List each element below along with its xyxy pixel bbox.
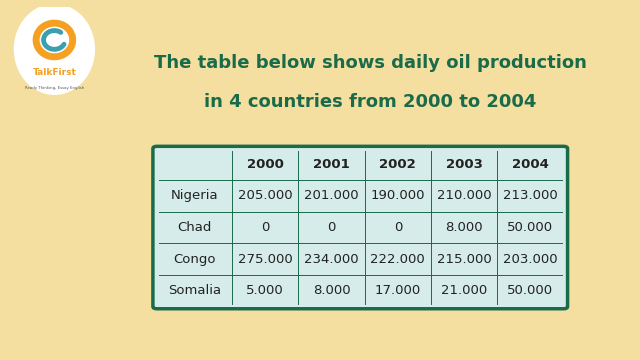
Text: 2004: 2004 — [512, 158, 549, 171]
Text: 234.000: 234.000 — [304, 253, 359, 266]
Circle shape — [15, 4, 94, 94]
Text: 0: 0 — [328, 221, 336, 234]
Text: 190.000: 190.000 — [371, 189, 425, 202]
Text: TalkFirst: TalkFirst — [33, 68, 76, 77]
Text: 205.000: 205.000 — [238, 189, 292, 202]
Text: 201.000: 201.000 — [304, 189, 359, 202]
Text: 275.000: 275.000 — [238, 253, 292, 266]
Text: 50.000: 50.000 — [508, 221, 554, 234]
Text: 50.000: 50.000 — [508, 284, 554, 297]
Text: 222.000: 222.000 — [371, 253, 425, 266]
Text: 2001: 2001 — [313, 158, 350, 171]
Text: 5.000: 5.000 — [246, 284, 284, 297]
Text: 213.000: 213.000 — [503, 189, 558, 202]
Text: 2002: 2002 — [380, 158, 416, 171]
Text: 203.000: 203.000 — [503, 253, 558, 266]
Text: 17.000: 17.000 — [375, 284, 421, 297]
Text: Chad: Chad — [177, 221, 212, 234]
Text: in 4 countries from 2000 to 2004: in 4 countries from 2000 to 2004 — [204, 93, 536, 111]
Text: 0: 0 — [394, 221, 402, 234]
Text: 8.000: 8.000 — [313, 284, 350, 297]
Text: 21.000: 21.000 — [441, 284, 487, 297]
Text: 2000: 2000 — [247, 158, 284, 171]
FancyBboxPatch shape — [153, 146, 568, 309]
Text: Somalia: Somalia — [168, 284, 221, 297]
Text: 210.000: 210.000 — [437, 189, 492, 202]
Text: The table below shows daily oil production: The table below shows daily oil producti… — [154, 54, 587, 72]
Text: Congo: Congo — [173, 253, 216, 266]
Text: 8.000: 8.000 — [445, 221, 483, 234]
Text: 0: 0 — [261, 221, 269, 234]
Text: Nigeria: Nigeria — [171, 189, 218, 202]
Text: 215.000: 215.000 — [436, 253, 492, 266]
Text: 2003: 2003 — [445, 158, 483, 171]
Text: Ready Thinking, Essay English: Ready Thinking, Essay English — [25, 86, 84, 90]
